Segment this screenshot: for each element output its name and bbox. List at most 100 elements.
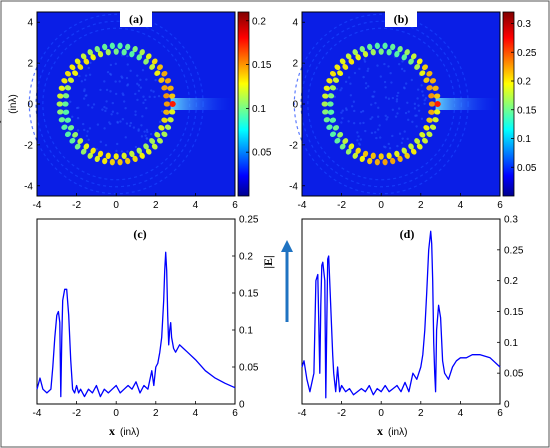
field-speckle (140, 124, 142, 126)
field-speckle (345, 81, 347, 83)
field-speckle (112, 111, 114, 113)
colorbar-tick-label: 0.2 (517, 77, 531, 88)
field-speckle (397, 92, 399, 94)
y-tick-label: 4 (27, 18, 33, 29)
field-speckle (146, 129, 148, 131)
field-speckle (158, 95, 160, 97)
field-speckle (353, 110, 355, 112)
x-tick-label: 6 (497, 200, 503, 211)
field-speckle (86, 130, 88, 132)
field-speckle (115, 93, 117, 95)
field-speckle (396, 98, 398, 100)
field-speckle (422, 94, 424, 96)
field-speckle (133, 126, 135, 128)
colorbar-tick-label: 0.05 (517, 163, 537, 174)
field-speckle (407, 119, 409, 121)
field-speckle (121, 150, 123, 152)
field-speckle (385, 96, 387, 98)
field-speckle (77, 117, 79, 119)
panel-c-label: (c) (133, 227, 146, 241)
field-speckle (104, 110, 106, 112)
x-tick-label: 6 (232, 408, 238, 419)
ring-spot (62, 101, 68, 106)
x-tick-label: 4 (193, 408, 199, 419)
x-tick-label: 6 (232, 200, 238, 211)
field-speckle (136, 74, 138, 76)
field-speckle (124, 107, 126, 109)
field-speckle (350, 94, 352, 96)
field-speckle (420, 84, 422, 86)
field-speckle (87, 104, 89, 106)
field-speckle (109, 90, 111, 92)
annotation-arrow-head (281, 240, 293, 252)
field-speckle (398, 107, 400, 109)
focus-spot (435, 101, 441, 107)
field-speckle (411, 121, 413, 123)
field-speckle (154, 79, 156, 81)
field-speckle (107, 71, 109, 73)
transmitted-beam (436, 98, 500, 110)
panel-c-xlabel: x (109, 424, 115, 438)
field-speckle (145, 78, 147, 80)
field-speckle (388, 143, 390, 145)
field-speckle (377, 107, 379, 109)
field-speckle (367, 85, 369, 87)
field-speckle (136, 83, 138, 85)
plot-d-frame (302, 219, 500, 404)
y-tick-label: 0.05 (504, 369, 524, 380)
y-tick-label: 0.05 (239, 363, 259, 374)
x-tick-label: 0 (378, 408, 384, 419)
field-speckle (378, 124, 380, 126)
y-tick-label: 0.3 (504, 215, 518, 226)
field-speckle (159, 121, 161, 123)
field-magnitude-annotation: |E| (261, 240, 293, 322)
field-speckle (358, 142, 360, 144)
colorbar-a-ticks: 0.2 0.15 0.1 0.05 (246, 16, 272, 158)
field-speckle (93, 103, 95, 105)
field-speckle (83, 129, 85, 131)
x-tick-label: -4 (33, 200, 42, 211)
panel-a: (a) -4-20246420-2-4 y (inλ) 0.20.150.10.… (0, 11, 272, 211)
field-speckle (401, 142, 403, 144)
field-speckle (401, 60, 403, 62)
field-speckle (78, 75, 80, 77)
field-speckle (362, 76, 364, 78)
field-speckle (365, 82, 367, 84)
y-tick-label: 0.15 (239, 289, 259, 300)
field-speckle (406, 102, 408, 104)
field-speckle (371, 132, 373, 134)
field-speckle (421, 90, 423, 92)
field-speckle (418, 110, 420, 112)
field-speckle (360, 138, 362, 140)
field-speckle (336, 88, 338, 90)
colorbar-tick-label: 0.1 (517, 134, 531, 145)
x-tick-label: 4 (193, 200, 199, 211)
field-speckle (417, 104, 419, 106)
field-speckle (150, 133, 152, 135)
y-tick-label: -2 (289, 140, 298, 151)
field-speckle (373, 91, 375, 93)
field-speckle (153, 96, 155, 98)
field-speckle (141, 115, 143, 117)
x-tick-label: 2 (153, 408, 159, 419)
field-speckle (403, 87, 405, 89)
x-tick-label: 0 (113, 408, 119, 419)
colorbar-tick-label: 0.3 (517, 19, 531, 30)
field-speckle (112, 102, 114, 104)
field-speckle (122, 118, 124, 120)
field-speckle (362, 110, 364, 112)
colorbar-b (503, 12, 514, 196)
field-speckle (341, 117, 343, 119)
ring-spot (114, 153, 119, 159)
colorbar-tick-label: 0.05 (252, 148, 272, 159)
field-speckle (83, 88, 85, 90)
field-speckle (396, 100, 398, 102)
ring-spot (164, 101, 170, 106)
panel-a-label: (a) (129, 12, 143, 26)
colorbar-b-ticks: 0.30.250.20.150.10.05 (511, 19, 537, 174)
field-speckle (356, 139, 358, 141)
field-speckle (87, 139, 89, 141)
field-speckle (363, 58, 365, 60)
field-speckle (387, 65, 389, 67)
field-speckle (354, 72, 356, 74)
